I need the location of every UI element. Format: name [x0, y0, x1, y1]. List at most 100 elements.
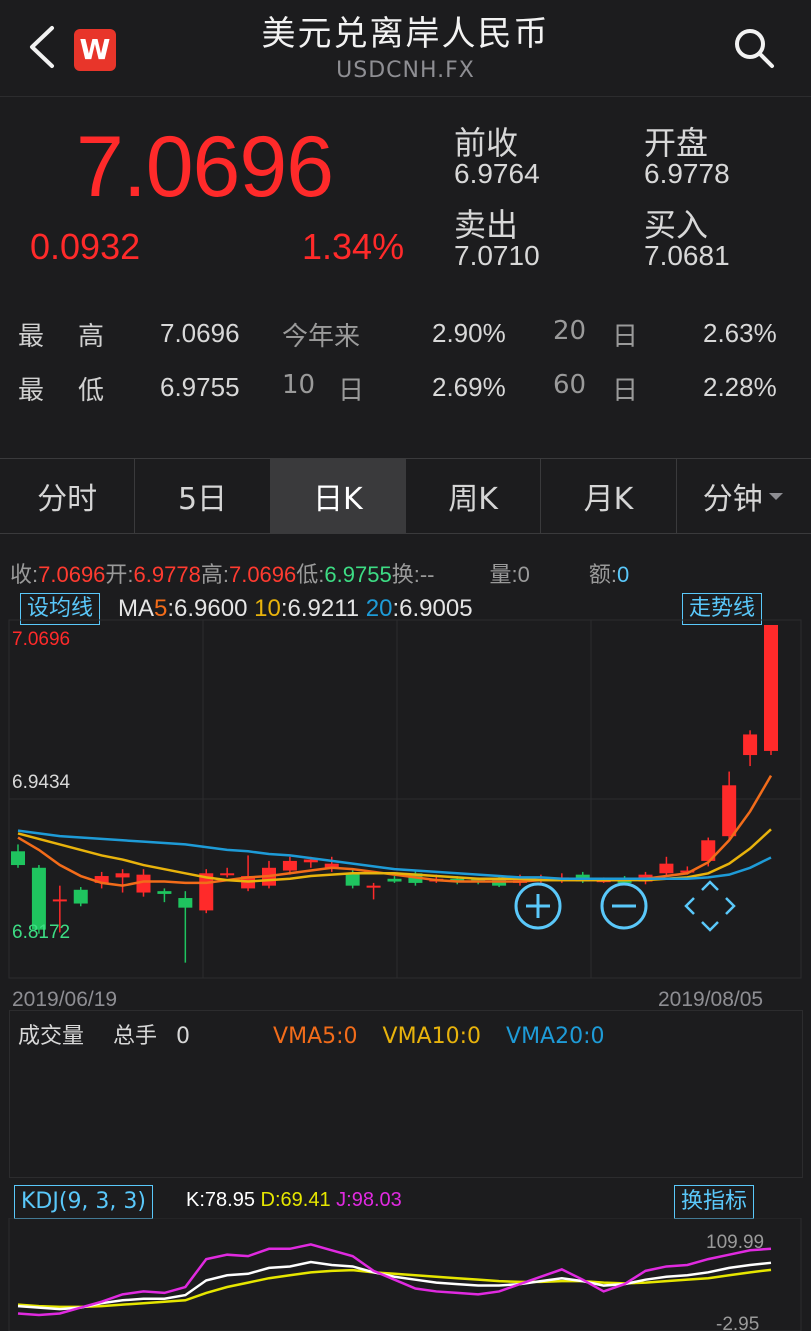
candle-body — [157, 891, 172, 894]
tab-daily-k[interactable]: 日K — [270, 459, 406, 533]
trend-line-button[interactable]: 走势线 — [682, 593, 763, 625]
info-open-label: 开: — [105, 562, 134, 587]
last-price: 7.0696 — [76, 119, 334, 215]
candle-body — [366, 885, 381, 888]
price-axis-top: 7.0696 — [12, 629, 70, 650]
kdj-j-line — [17, 1243, 772, 1317]
tab-minute[interactable]: 分钟 — [677, 459, 811, 533]
back-icon[interactable] — [22, 22, 62, 72]
candlestick-chart[interactable]: 7.0696 6.9434 6.8172 — [0, 580, 811, 1020]
ma5-label: 5 — [154, 595, 168, 622]
price-axis-mid: 6.9434 — [12, 772, 71, 793]
price-change: 0.0932 — [30, 226, 141, 267]
candle-body — [345, 873, 360, 886]
info-low-label: 低: — [296, 562, 325, 587]
date-end: 2019/08/05 — [658, 988, 764, 1011]
candle-body — [324, 863, 339, 868]
low-label-1: 最 — [18, 376, 45, 406]
header-bar: W 美元兑离岸人民币 USDCNH.FX — [0, 0, 811, 97]
ma-values: MA5:6.9600 10:6.9211 20:6.9005 — [118, 595, 473, 623]
fullscreen-move-icon[interactable] — [684, 880, 736, 932]
d20-value: 2.63% — [703, 318, 777, 348]
volume-label: 成交量 — [18, 1024, 85, 1049]
info-volume-value: 0 — [517, 562, 530, 587]
ytd-value: 2.90% — [432, 318, 506, 348]
ma-label: MA — [118, 595, 154, 622]
volume-panel — [9, 1010, 803, 1178]
vma10-value: VMA10:0 — [382, 1024, 482, 1049]
candle-body — [303, 859, 318, 863]
low-label-2: 低 — [78, 376, 105, 406]
high-label-2: 高 — [78, 322, 105, 352]
info-open-value: 6.9778 — [133, 562, 201, 587]
ma5-value: :6.9600 — [167, 595, 248, 622]
candle-body — [701, 840, 716, 861]
info-close-label: 收: — [10, 562, 39, 587]
d60-value: 2.28% — [703, 372, 777, 402]
kdj-axis-top: 109.99 — [706, 1232, 764, 1253]
tab-5day[interactable]: 5日 — [135, 459, 271, 533]
vma20-value: VMA20:0 — [506, 1024, 605, 1049]
kdj-d-value: D:69.41 — [260, 1189, 331, 1211]
switch-indicator-button[interactable]: 换指标 — [674, 1185, 755, 1219]
kdj-frame — [8, 1218, 802, 1331]
candle-body — [680, 870, 695, 873]
price-axis-bottom: 6.8172 — [12, 922, 70, 943]
d10-label-2: 日 — [338, 376, 365, 406]
ma10-label: 10 — [254, 595, 281, 622]
tab-minute-label: 分钟 — [702, 482, 763, 517]
kdj-k-value: K:78.95 — [186, 1189, 255, 1211]
d60-label-2: 日 — [612, 376, 639, 406]
set-ma-button[interactable]: 设均线 — [20, 593, 101, 625]
candle-body — [11, 851, 25, 866]
tab-monthly-k[interactable]: 月K — [541, 459, 677, 533]
volume-info: 成交量 总手 0 VMA5:0 VMA10:0 VMA20:0 — [18, 1018, 605, 1050]
search-icon[interactable] — [732, 26, 776, 70]
kdj-chart[interactable]: 109.99 -2.95 — [0, 1218, 811, 1331]
d20-label-1: 20 — [553, 316, 587, 346]
app-logo[interactable]: W — [74, 29, 116, 71]
candle-body — [471, 878, 486, 882]
tab-weekly-k[interactable]: 周K — [406, 459, 542, 533]
dropdown-arrow-icon — [768, 493, 783, 500]
candle-body — [178, 898, 193, 908]
candle-body — [115, 873, 130, 878]
kdj-values: K:78.95 D:69.41 J:98.03 — [186, 1189, 402, 1212]
date-start: 2019/06/19 — [12, 988, 118, 1011]
info-close-value: 7.0696 — [38, 562, 106, 587]
d20-label-2: 日 — [612, 322, 639, 352]
ma-lines-group — [17, 775, 773, 887]
candle-body — [282, 860, 297, 871]
quote-panel — [0, 97, 811, 457]
low-value: 6.9755 — [160, 372, 240, 402]
tab-intraday[interactable]: 分时 — [0, 459, 136, 533]
info-high-label: 高: — [200, 562, 229, 587]
kdj-indicator-button[interactable]: KDJ(9, 3, 3) — [14, 1185, 153, 1219]
candle-body — [659, 863, 674, 874]
page-title: 美元兑离岸人民币 — [261, 14, 550, 54]
info-turnover-label: 换: — [391, 562, 420, 587]
candle-body — [387, 878, 402, 882]
zoom-in-icon[interactable] — [514, 882, 562, 930]
candles-group — [11, 625, 778, 963]
open-value: 6.9778 — [644, 158, 730, 189]
price-change-percent: 1.34% — [302, 226, 405, 267]
kdj-lines-group — [17, 1243, 772, 1317]
info-amount-label: 额: — [588, 562, 617, 587]
d10-label-1: 10 — [282, 370, 316, 400]
chart-grid — [8, 619, 802, 979]
candle-body — [220, 873, 235, 876]
ma10-line — [17, 828, 772, 883]
zoom-out-icon[interactable] — [600, 882, 648, 930]
ma20-line — [17, 829, 772, 881]
info-high-value: 7.0696 — [228, 562, 297, 587]
candle-body — [722, 785, 737, 837]
ytd-label: 今年来 — [282, 322, 361, 352]
info-amount-value: 0 — [616, 562, 630, 587]
info-volume-label: 量: — [489, 562, 518, 587]
prev-close-value: 6.9764 — [454, 158, 540, 189]
ask-value: 7.0710 — [454, 240, 540, 271]
kdj-k-line — [17, 1260, 772, 1311]
candle-body — [764, 625, 778, 751]
period-tabs: 分时 5日 日K 周K 月K 分钟 — [0, 458, 811, 534]
